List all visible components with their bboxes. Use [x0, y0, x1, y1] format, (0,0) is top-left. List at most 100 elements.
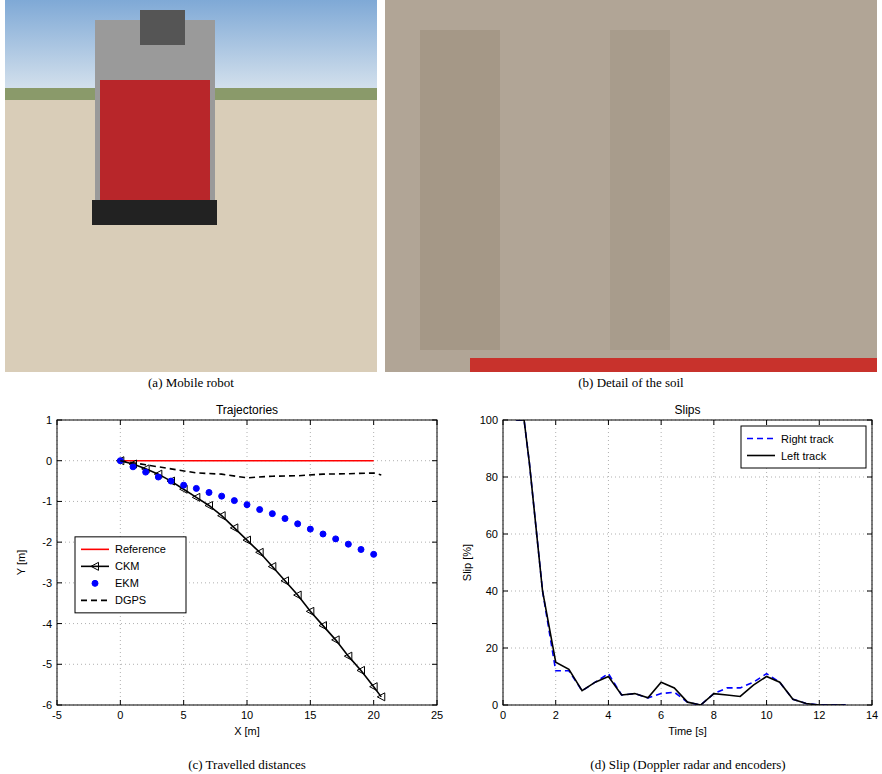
grid-line — [57, 623, 437, 624]
tick — [120, 420, 121, 425]
photo-robot — [5, 0, 377, 372]
grid-line — [373, 420, 374, 705]
grid-line — [713, 420, 714, 705]
tick — [766, 420, 767, 425]
tick — [608, 420, 609, 425]
legend-line — [81, 566, 109, 568]
robot-screen — [140, 10, 185, 45]
legend-label: DGPS — [115, 594, 146, 606]
tick-label: 4 — [605, 709, 611, 721]
tick — [247, 420, 248, 425]
tick — [555, 420, 556, 425]
series-marker — [320, 531, 326, 537]
tick-label: 100 — [480, 414, 498, 426]
tick — [310, 700, 311, 705]
grid-line — [661, 420, 662, 705]
legend-line — [747, 455, 775, 457]
tick — [183, 700, 184, 705]
tick-label: 20 — [368, 709, 380, 721]
tick — [57, 623, 62, 624]
caption: (c) Travelled distances — [188, 757, 306, 772]
series-marker — [370, 683, 378, 691]
legend-label: EKM — [115, 577, 139, 589]
chart: 02468101214020406080100SlipsTime [s]Slip… — [461, 403, 878, 737]
robot-edge — [470, 358, 877, 372]
series-marker — [155, 474, 161, 480]
tick — [713, 420, 714, 425]
tick — [57, 460, 62, 461]
axis-title: Y [m] — [15, 550, 27, 575]
legend-marker — [91, 562, 99, 570]
plot-bg — [57, 420, 437, 705]
tick-label: 6 — [658, 709, 664, 721]
series-marker — [319, 622, 327, 630]
series-marker — [357, 666, 365, 674]
series-marker — [307, 526, 313, 532]
tick — [432, 623, 437, 624]
tick-label: -4 — [42, 618, 52, 630]
tick-label: -3 — [42, 577, 52, 589]
caption: (d) Slip (Doppler radar and encoders) — [590, 757, 785, 772]
series-marker — [377, 693, 385, 701]
series-marker — [294, 591, 302, 599]
series-marker — [143, 469, 149, 475]
tick-label: 15 — [304, 709, 316, 721]
tick-label: 8 — [711, 709, 717, 721]
tick — [503, 534, 508, 535]
legend-label: Right track — [781, 433, 834, 445]
series-line — [120, 461, 381, 478]
tick — [432, 460, 437, 461]
tick — [661, 420, 662, 425]
tick — [57, 542, 62, 543]
tick — [57, 501, 62, 502]
tick — [432, 582, 437, 583]
tick-label: 0 — [46, 455, 52, 467]
tick — [183, 420, 184, 425]
series-marker — [168, 478, 174, 484]
tick — [867, 648, 872, 649]
tick-label: 80 — [486, 471, 498, 483]
legend-label: CKM — [115, 560, 139, 572]
series-marker — [333, 536, 339, 542]
legend: ReferenceCKMEKMDGPS — [75, 537, 186, 613]
axis-title: Time [s] — [668, 725, 707, 737]
soil — [385, 0, 877, 372]
series-marker — [218, 512, 226, 520]
tick-label: -5 — [42, 658, 52, 670]
tick — [247, 700, 248, 705]
robot-frame — [95, 20, 215, 225]
tick — [373, 700, 374, 705]
legend-box — [741, 426, 866, 468]
tick — [713, 700, 714, 705]
legend-line — [81, 549, 109, 551]
tick-label: -1 — [42, 495, 52, 507]
tick — [766, 700, 767, 705]
tick — [819, 420, 820, 425]
tick — [503, 477, 508, 478]
series-marker — [244, 502, 250, 508]
series-marker — [231, 498, 237, 504]
tick — [432, 501, 437, 502]
tick — [432, 542, 437, 543]
caption: (b) Detail of the soil — [578, 375, 684, 390]
legend-label: Left track — [781, 450, 827, 462]
plot-bg — [503, 420, 872, 705]
legend-line — [747, 438, 775, 440]
series-marker — [332, 636, 340, 644]
series-marker — [167, 477, 175, 485]
track-print — [610, 30, 670, 350]
grid-line — [57, 460, 437, 461]
series-marker — [295, 521, 301, 527]
robot-body — [100, 80, 210, 210]
tick — [120, 700, 121, 705]
figure: (a) Mobile robot(b) Detail of the soil-5… — [0, 0, 882, 774]
tick-label: -6 — [42, 699, 52, 711]
tick-label: -2 — [42, 536, 52, 548]
tick-label: 0 — [117, 709, 123, 721]
tick-label: 25 — [431, 709, 443, 721]
axis-title: Slip [%] — [461, 544, 473, 581]
tick — [555, 700, 556, 705]
axis-title: X [m] — [234, 725, 260, 737]
tick — [608, 700, 609, 705]
series-marker — [230, 524, 238, 532]
